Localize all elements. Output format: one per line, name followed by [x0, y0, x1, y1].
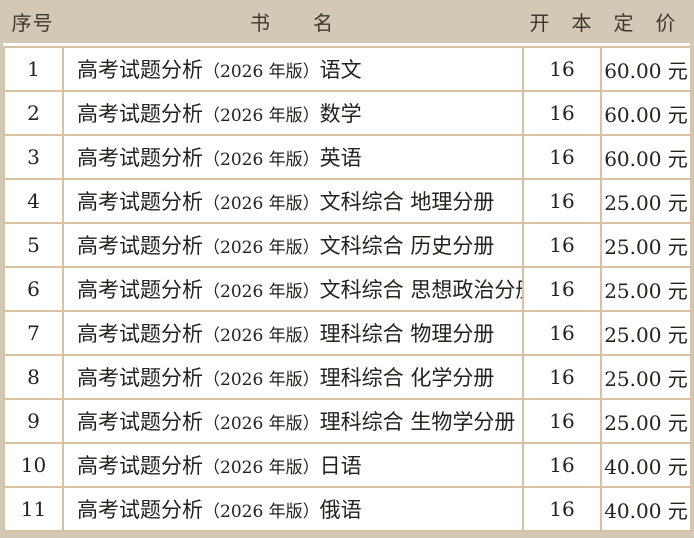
row-price: 25.00 元	[600, 266, 692, 312]
book-title-cell: 高考试题分析（2026 年版）理科综合 生物学分册	[62, 398, 524, 444]
book-title-prefix: 高考试题分析	[77, 234, 203, 258]
table-row: 1 高考试题分析（2026 年版）语文 16 60.00 元	[3, 46, 692, 92]
book-title-edition-note: （2026 年版）	[203, 502, 320, 522]
header-price: 定 价	[613, 11, 677, 35]
book-title-cell: 高考试题分析（2026 年版）文科综合 思想政治分册	[62, 266, 524, 312]
book-table-body: 1 高考试题分析（2026 年版）语文 16 60.00 元 2 高考试题分析（…	[3, 46, 692, 532]
row-index: 2	[3, 90, 64, 136]
book-title-edition-note: （2026 年版）	[203, 62, 320, 82]
row-index: 9	[3, 398, 64, 444]
row-price: 40.00 元	[600, 442, 692, 488]
book-title-prefix: 高考试题分析	[77, 454, 203, 478]
book-title-edition-note: （2026 年版）	[203, 414, 320, 434]
table-row: 2 高考试题分析（2026 年版）数学 16 60.00 元	[3, 90, 692, 136]
row-price: 60.00 元	[600, 134, 692, 180]
book-title-cell: 高考试题分析（2026 年版）英语	[62, 134, 524, 180]
row-price: 25.00 元	[600, 222, 692, 268]
row-index: 5	[3, 222, 64, 268]
table-row: 10 高考试题分析（2026 年版）日语 16 40.00 元	[3, 442, 692, 488]
book-title-subject: 语文	[319, 58, 362, 82]
book-title-cell: 高考试题分析（2026 年版）日语	[62, 442, 524, 488]
row-format: 16	[522, 178, 602, 224]
book-title-subject: 文科综合 历史分册	[319, 234, 495, 258]
table-row: 6 高考试题分析（2026 年版）文科综合 思想政治分册 16 25.00 元	[3, 266, 692, 312]
row-index: 4	[3, 178, 64, 224]
book-title-subject: 理科综合 生物学分册	[319, 410, 516, 434]
book-title-edition-note: （2026 年版）	[203, 194, 320, 214]
book-title-edition-note: （2026 年版）	[203, 370, 320, 390]
book-title-cell: 高考试题分析（2026 年版）数学	[62, 90, 524, 136]
table-row: 11 高考试题分析（2026 年版）俄语 16 40.00 元	[3, 486, 692, 532]
row-format: 16	[522, 90, 602, 136]
row-index: 7	[3, 310, 64, 356]
row-index: 8	[3, 354, 64, 400]
book-title-cell: 高考试题分析（2026 年版）语文	[62, 46, 524, 92]
book-title-subject: 英语	[319, 146, 362, 170]
book-title-prefix: 高考试题分析	[77, 146, 203, 170]
book-title-subject: 文科综合 思想政治分册	[319, 278, 523, 302]
book-title-prefix: 高考试题分析	[77, 366, 203, 390]
row-price: 25.00 元	[600, 178, 692, 224]
book-title-edition-note: （2026 年版）	[203, 458, 320, 478]
book-title-subject: 理科综合 化学分册	[319, 366, 495, 390]
book-title-cell: 高考试题分析（2026 年版）俄语	[62, 486, 524, 532]
row-index: 3	[3, 134, 64, 180]
row-index: 1	[3, 46, 64, 92]
table-header-row: 序号 书 名 开 本 定 价	[3, 0, 690, 43]
row-price: 25.00 元	[600, 310, 692, 356]
book-title-prefix: 高考试题分析	[77, 498, 203, 522]
row-format: 16	[522, 354, 602, 400]
header-format: 开 本	[529, 11, 593, 35]
table-row: 8 高考试题分析（2026 年版）理科综合 化学分册 16 25.00 元	[3, 354, 692, 400]
row-format: 16	[522, 222, 602, 268]
book-title-subject: 文科综合 地理分册	[319, 190, 495, 214]
book-title-edition-note: （2026 年版）	[203, 238, 320, 258]
row-format: 16	[522, 46, 602, 92]
row-price: 60.00 元	[600, 90, 692, 136]
row-format: 16	[522, 398, 602, 444]
book-title-edition-note: （2026 年版）	[203, 106, 320, 126]
table-row: 4 高考试题分析（2026 年版）文科综合 地理分册 16 25.00 元	[3, 178, 692, 224]
row-price: 25.00 元	[600, 398, 692, 444]
book-title-cell: 高考试题分析（2026 年版）理科综合 化学分册	[62, 354, 524, 400]
table-row: 3 高考试题分析（2026 年版）英语 16 60.00 元	[3, 134, 692, 180]
row-format: 16	[522, 486, 602, 532]
book-table: 1 高考试题分析（2026 年版）语文 16 60.00 元 2 高考试题分析（…	[3, 43, 692, 532]
book-title-prefix: 高考试题分析	[77, 190, 203, 214]
row-format: 16	[522, 442, 602, 488]
row-format: 16	[522, 310, 602, 356]
book-title-prefix: 高考试题分析	[77, 102, 203, 126]
book-title-subject: 数学	[319, 102, 362, 126]
book-title-subject: 日语	[319, 454, 362, 478]
book-title-prefix: 高考试题分析	[77, 58, 203, 82]
book-title-edition-note: （2026 年版）	[203, 150, 320, 170]
row-price: 40.00 元	[600, 486, 692, 532]
book-title-prefix: 高考试题分析	[77, 410, 203, 434]
row-format: 16	[522, 134, 602, 180]
book-title-cell: 高考试题分析（2026 年版）文科综合 历史分册	[62, 222, 524, 268]
row-format: 16	[522, 266, 602, 312]
row-price: 60.00 元	[600, 46, 692, 92]
table-row: 5 高考试题分析（2026 年版）文科综合 历史分册 16 25.00 元	[3, 222, 692, 268]
book-title-subject: 理科综合 物理分册	[319, 322, 495, 346]
header-title: 书 名	[250, 11, 334, 35]
book-title-edition-note: （2026 年版）	[203, 282, 320, 302]
table-row: 9 高考试题分析（2026 年版）理科综合 生物学分册 16 25.00 元	[3, 398, 692, 444]
row-index: 11	[3, 486, 64, 532]
book-title-cell: 高考试题分析（2026 年版）文科综合 地理分册	[62, 178, 524, 224]
row-price: 25.00 元	[600, 354, 692, 400]
book-title-prefix: 高考试题分析	[77, 278, 203, 302]
book-title-subject: 俄语	[319, 498, 362, 522]
book-title-prefix: 高考试题分析	[77, 322, 203, 346]
header-index: 序号	[11, 11, 54, 35]
book-table-grid: 1 高考试题分析（2026 年版）语文 16 60.00 元 2 高考试题分析（…	[3, 46, 692, 532]
book-title-cell: 高考试题分析（2026 年版）理科综合 物理分册	[62, 310, 524, 356]
book-title-edition-note: （2026 年版）	[203, 326, 320, 346]
row-index: 10	[3, 442, 64, 488]
table-row: 7 高考试题分析（2026 年版）理科综合 物理分册 16 25.00 元	[3, 310, 692, 356]
row-index: 6	[3, 266, 64, 312]
